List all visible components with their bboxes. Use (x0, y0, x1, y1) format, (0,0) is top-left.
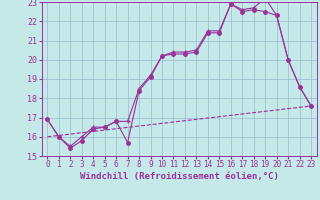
X-axis label: Windchill (Refroidissement éolien,°C): Windchill (Refroidissement éolien,°C) (80, 172, 279, 181)
